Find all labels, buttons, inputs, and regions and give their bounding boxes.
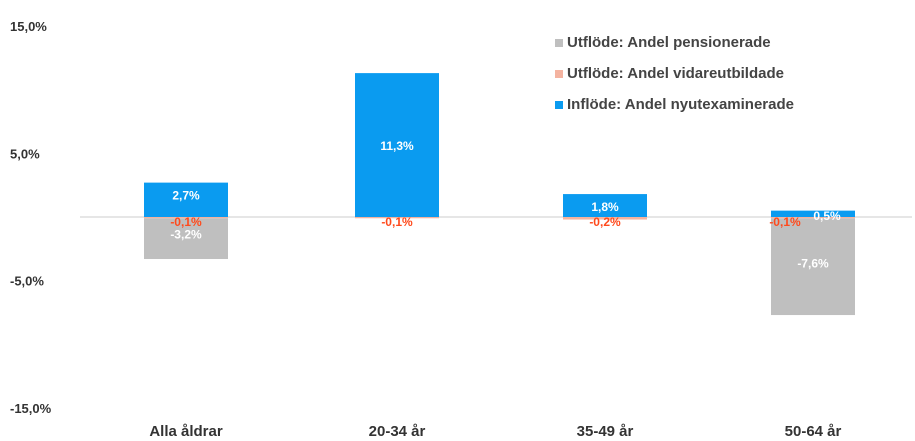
bar-utflode-vidareutbildade <box>771 217 855 219</box>
y-tick-label: -15,0% <box>10 401 52 416</box>
x-tick-label: 20-34 år <box>369 423 426 440</box>
data-label-vidareutbildade: -0,1% <box>381 215 413 229</box>
legend-swatch <box>555 70 563 78</box>
legend-label: Utflöde: Andel vidareutbildade <box>567 65 784 82</box>
legend-label: Inflöde: Andel nyutexaminerade <box>567 96 794 113</box>
bar-inflode-nyutexaminerade <box>563 194 647 217</box>
data-label-pensionerade: -7,6% <box>797 257 829 271</box>
data-labels: 2,7%-3,2%-0,1%11,3%-0,1%1,8%-0,2% 0,5%-7,… <box>170 139 841 271</box>
y-axis: 15,0% 5,0% -5,0% -15,0% <box>10 19 52 416</box>
legend-swatch <box>555 101 563 109</box>
y-tick-label: 15,0% <box>10 19 47 34</box>
x-axis: Alla åldrar 20-34 år 35-49 år 50-64 år <box>149 423 841 440</box>
x-tick-label: 50-64 år <box>785 423 842 440</box>
legend: Utflöde: Andel pensionerade Utflöde: Ande… <box>555 34 794 113</box>
bar-utflode-vidareutbildade <box>355 217 439 219</box>
y-tick-label: -5,0% <box>10 274 44 289</box>
y-tick-label: 5,0% <box>10 146 40 161</box>
legend-label: Utflöde: Andel pensionerade <box>567 34 771 51</box>
bar-inflode-nyutexaminerade <box>355 73 439 217</box>
bar-utflode-pensionerade <box>144 218 228 260</box>
data-label-inflode: 1,8% <box>591 200 619 214</box>
data-label-vidareutbildade: -0,1% <box>769 215 801 229</box>
x-tick-label: 35-49 år <box>577 423 634 440</box>
legend-swatch <box>555 39 563 47</box>
bar-utflode-vidareutbildade <box>144 217 228 219</box>
data-label-inflode: 2,7% <box>172 189 200 203</box>
data-label-inflode: 11,3% <box>380 139 414 153</box>
data-label-vidareutbildade: -0,2% <box>589 215 621 229</box>
data-label-pensionerade: -3,2% <box>170 227 202 241</box>
data-label-vidareutbildade: -0,1% <box>170 215 202 229</box>
data-label-inflode: 0,5% <box>813 209 841 223</box>
bar-inflode-nyutexaminerade <box>144 182 228 217</box>
bars <box>144 73 855 316</box>
bar-utflode-vidareutbildade <box>563 217 647 220</box>
x-tick-label: Alla åldrar <box>149 423 223 440</box>
bar-utflode-pensionerade <box>771 218 855 316</box>
bar-inflode-nyutexaminerade <box>771 210 855 217</box>
